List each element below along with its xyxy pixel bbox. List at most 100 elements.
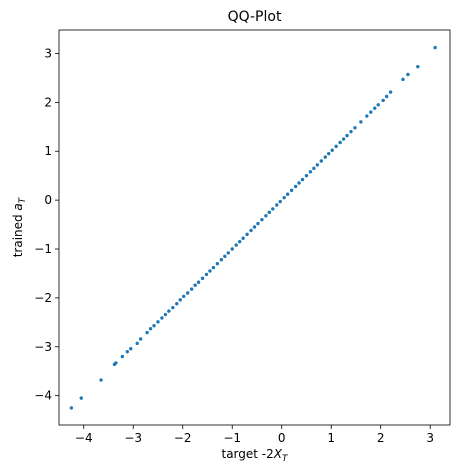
- data-point: [282, 195, 286, 200]
- y-tick-label: 2: [44, 95, 52, 109]
- data-point: [373, 106, 377, 110]
- data-point: [384, 94, 389, 99]
- data-point: [167, 309, 171, 313]
- data-point: [208, 269, 212, 273]
- data-point: [433, 45, 437, 50]
- data-point: [226, 251, 230, 255]
- data-point: [185, 291, 190, 295]
- y-tick-label: 1: [44, 144, 52, 158]
- y-axis-label-main: trained: [11, 211, 25, 258]
- data-point: [193, 283, 197, 287]
- data-point: [334, 144, 338, 149]
- data-point: [211, 265, 216, 270]
- y-tick-label: 3: [44, 46, 52, 60]
- data-point: [160, 316, 164, 320]
- x-tick-label: 2: [377, 431, 385, 445]
- data-point: [369, 110, 373, 114]
- chart-title: QQ-Plot: [228, 9, 282, 25]
- data-point: [401, 77, 405, 82]
- data-point: [278, 199, 282, 204]
- data-point: [234, 243, 238, 247]
- data-point: [148, 326, 153, 331]
- data-point: [323, 155, 327, 159]
- data-point: [152, 324, 156, 328]
- x-tick-label: 1: [327, 431, 335, 445]
- data-point: [381, 98, 385, 103]
- data-point: [125, 349, 129, 354]
- data-point: [138, 337, 143, 341]
- data-point: [300, 177, 305, 182]
- data-point: [230, 247, 234, 251]
- x-tick-label: −4: [75, 431, 93, 445]
- x-tick-label: 3: [426, 431, 434, 445]
- data-point: [308, 170, 313, 174]
- data-point: [338, 140, 342, 145]
- data-point: [135, 341, 139, 346]
- data-point: [388, 90, 393, 94]
- data-point: [319, 159, 324, 163]
- data-point: [171, 305, 175, 310]
- data-point: [219, 258, 224, 262]
- data-point: [267, 210, 272, 215]
- data-point: [271, 207, 275, 211]
- x-tick-label: −2: [174, 431, 192, 445]
- data-point: [312, 166, 316, 171]
- data-point: [99, 378, 103, 382]
- y-tick-label: −1: [34, 242, 52, 256]
- data-point: [289, 188, 294, 193]
- data-point: [156, 320, 160, 324]
- data-point: [249, 228, 253, 233]
- data-point: [406, 72, 410, 77]
- x-axis-label-sub: T: [282, 454, 289, 464]
- plot-area-frame: [58, 29, 451, 426]
- y-tick-label: −3: [34, 340, 52, 354]
- y-tick-label: 0: [44, 193, 52, 207]
- x-axis-label-var: X: [273, 447, 283, 461]
- y-axis-label: trained aT: [11, 196, 28, 257]
- data-point: [145, 330, 149, 335]
- data-point: [223, 254, 227, 259]
- data-point: [215, 261, 220, 266]
- data-point: [175, 302, 179, 306]
- data-point: [275, 203, 279, 207]
- data-point: [349, 129, 353, 134]
- y-axis-ticks: −4 −3 −2 −1 0 1 2 3: [34, 46, 59, 403]
- x-axis-label: target -2XT: [222, 447, 290, 464]
- x-tick-label: −3: [124, 431, 142, 445]
- data-point: [196, 280, 201, 284]
- data-point: [285, 192, 290, 196]
- data-point: [204, 272, 209, 277]
- data-point: [359, 120, 363, 124]
- data-point: [353, 126, 357, 130]
- data-point: [365, 114, 369, 118]
- data-point: [237, 239, 242, 244]
- data-point: [304, 173, 309, 178]
- data-point: [182, 294, 186, 299]
- data-point: [189, 287, 194, 291]
- data-point: [178, 298, 182, 302]
- data-point: [345, 133, 349, 138]
- data-point: [252, 225, 257, 229]
- data-point: [256, 221, 260, 226]
- y-axis-label-sub: T: [18, 196, 28, 203]
- points-layer: [69, 45, 437, 410]
- data-point: [241, 236, 245, 240]
- data-point: [416, 64, 420, 69]
- y-axis-label-var: a: [11, 203, 25, 210]
- data-point: [293, 184, 298, 189]
- data-point: [245, 232, 249, 237]
- data-point: [327, 151, 331, 156]
- data-point: [260, 217, 264, 222]
- data-point: [264, 214, 268, 218]
- data-point: [330, 148, 334, 152]
- data-point: [79, 396, 83, 400]
- x-axis-ticks: −4 −3 −2 −1 0 1 2 3: [75, 425, 434, 445]
- data-point: [341, 137, 346, 141]
- data-point: [376, 103, 380, 107]
- x-tick-label: 0: [278, 431, 286, 445]
- x-axis-label-main: target -2: [222, 447, 274, 461]
- data-point: [69, 406, 74, 410]
- y-tick-label: −4: [34, 389, 52, 403]
- data-point: [200, 276, 205, 281]
